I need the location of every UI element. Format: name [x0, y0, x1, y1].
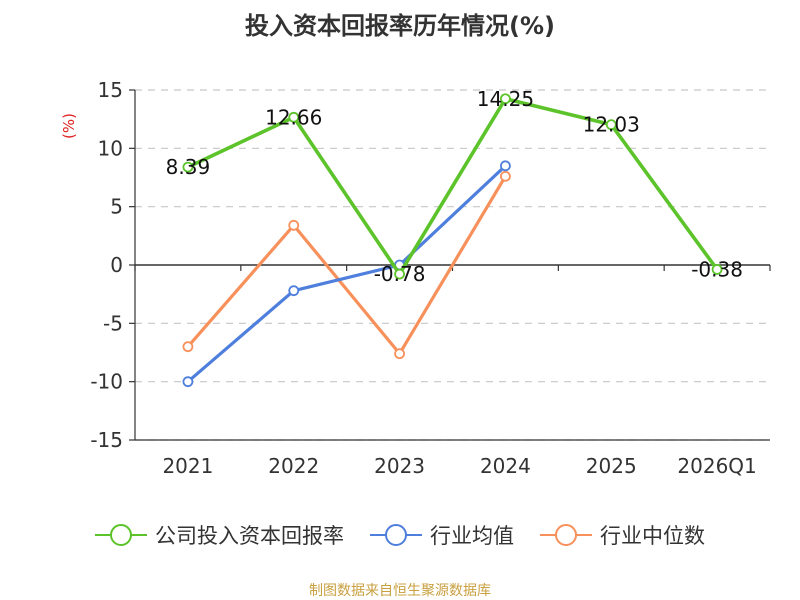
data-label: 8.39 [166, 155, 211, 179]
data-point[interactable] [394, 348, 405, 360]
x-tick-label: 2023 [374, 454, 425, 478]
data-label: -0.78 [374, 262, 426, 286]
legend-item-company[interactable]: 公司投入资本回报率 [95, 520, 344, 550]
y-axis-unit-label: (%) [60, 113, 78, 139]
x-tick-label: 2021 [162, 454, 213, 478]
series-line-1 [186, 164, 507, 383]
legend-swatch-industry-median-icon [540, 523, 592, 547]
legend-label-industry-avg: 行业均值 [430, 524, 514, 548]
axes: 15 10 5 0 -5 -10 -15 2021 2022 2023 2024 2025 2026Q1 [90, 78, 771, 478]
data-label: 14.25 [477, 87, 534, 111]
series-lines [182, 93, 723, 388]
x-tick-label: 2026Q1 [677, 454, 756, 478]
legend-label-industry-median: 行业中位数 [600, 524, 705, 548]
legend-marker [555, 524, 577, 546]
data-point[interactable] [394, 268, 405, 280]
y-tick-label: -5 [103, 311, 123, 335]
x-tick-label: 2022 [268, 454, 319, 478]
data-point[interactable] [288, 111, 300, 123]
data-point[interactable] [182, 341, 194, 353]
data-point[interactable] [500, 93, 511, 105]
legend-label-company: 公司投入资本回报率 [155, 524, 344, 548]
y-tick-label: 5 [110, 195, 123, 219]
source-note: 制图数据来自恒生聚源数据库 [309, 583, 491, 599]
data-label: -0.38 [691, 257, 743, 281]
y-tick-label: -10 [90, 370, 123, 394]
legend-marker [110, 524, 132, 546]
y-tick-label: 0 [110, 253, 123, 277]
x-tick-label: 2024 [480, 454, 531, 478]
legend: 公司投入资本回报率 行业均值 行业中位数 [0, 520, 800, 550]
data-point[interactable] [500, 170, 511, 182]
data-point[interactable] [711, 264, 723, 275]
data-point[interactable] [500, 160, 511, 172]
legend-swatch-company-icon [95, 523, 147, 547]
y-tick-label: 10 [98, 136, 123, 160]
legend-marker [385, 524, 407, 546]
x-tick-label: 2025 [586, 454, 637, 478]
data-point[interactable] [605, 119, 617, 131]
data-point[interactable] [288, 219, 300, 231]
y-tick-label: -15 [90, 428, 123, 452]
legend-item-industry-avg[interactable]: 行业均值 [370, 520, 514, 550]
data-labels: 8.39 12.66 -0.78 14.25 12.03 -0.38 [166, 87, 743, 286]
data-point[interactable] [288, 285, 300, 297]
y-tick-label: 15 [98, 78, 123, 102]
series-line-2 [186, 175, 507, 356]
legend-item-industry-median[interactable]: 行业中位数 [540, 520, 705, 550]
series-line-0 [187, 96, 719, 276]
data-point[interactable] [182, 376, 194, 388]
chart-title: 投入资本回报率历年情况(%) [245, 12, 555, 40]
data-label: 12.03 [583, 113, 640, 137]
data-point[interactable] [182, 161, 194, 173]
data-label: 12.66 [265, 105, 322, 129]
legend-swatch-industry-avg-icon [370, 523, 422, 547]
